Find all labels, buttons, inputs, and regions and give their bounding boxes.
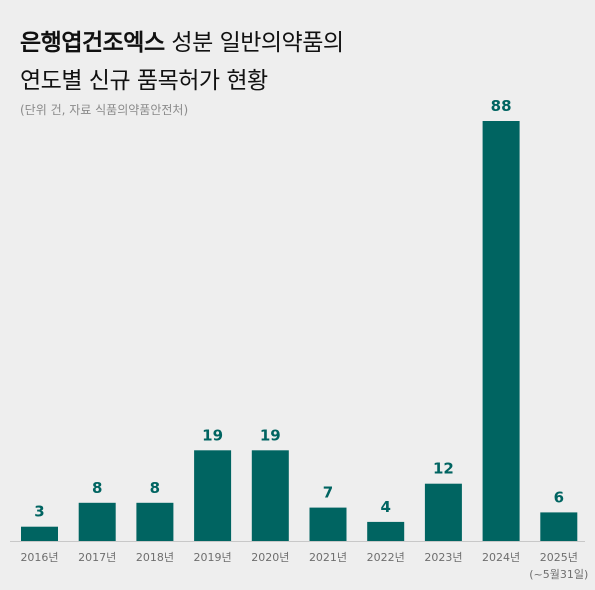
x-tick-label-2023년: 2023년	[424, 551, 462, 564]
bar-2020년	[251, 450, 289, 541]
x-tick-label-2019년: 2019년	[194, 551, 232, 564]
data-label-2020년: 19	[260, 426, 281, 444]
data-label-2021년: 7	[323, 484, 333, 502]
data-label-2023년: 12	[433, 460, 454, 478]
x-tick-label-2018년: 2018년	[136, 551, 174, 564]
chart-title-rest: 성분 일반의약품의	[164, 30, 344, 56]
x-tick-label-2022년: 2022년	[367, 551, 405, 564]
data-label-2017년: 8	[92, 479, 102, 497]
data-label-2025년: 6	[554, 488, 564, 506]
x-tick-label-2024년: 2024년	[482, 551, 520, 564]
data-label-2019년: 19	[202, 426, 223, 444]
x-tick-label-2017년: 2017년	[78, 551, 116, 564]
chart-title: 은행엽건조엑스 성분 일반의약품의 연도별 신규 품목허가 현황	[20, 24, 580, 100]
bar-2021년	[309, 507, 347, 541]
chart-source-note: (단위 건, 자료 식품의약품안전처)	[20, 103, 189, 117]
bar-2025년	[540, 512, 578, 541]
data-label-2018년: 8	[150, 479, 160, 497]
data-label-2024년: 88	[491, 97, 512, 115]
x-tick-label-2016년: 2016년	[20, 551, 58, 564]
bar-2023년	[424, 483, 462, 541]
x-tick-label-2025년: 2025년	[540, 551, 578, 564]
data-label-2022년: 4	[380, 498, 390, 516]
bar-2022년	[367, 521, 405, 541]
chart-title-line2: 연도별 신규 품목허가 현황	[20, 68, 268, 94]
bar-2017년	[78, 502, 116, 541]
bar-2016년	[21, 526, 58, 541]
data-label-2016년: 3	[34, 503, 44, 521]
bar-2018년	[136, 502, 174, 541]
x-tick-label-2020년: 2020년	[251, 551, 289, 564]
bar-2019년	[194, 450, 232, 541]
bar-2024년	[482, 121, 520, 541]
chart-title-bold: 은행엽건조엑스	[20, 30, 165, 56]
x-tick-label-2021년: 2021년	[309, 551, 347, 564]
x-tick-note-2025년: (~5월31일)	[529, 567, 588, 581]
